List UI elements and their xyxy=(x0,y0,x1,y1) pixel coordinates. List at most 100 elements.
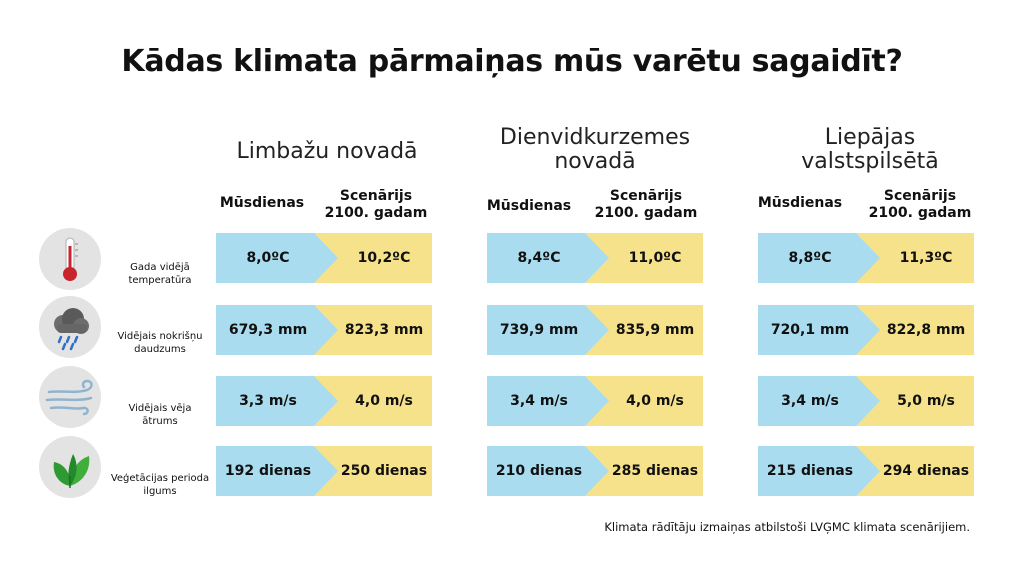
value-pair-shapes xyxy=(487,376,703,426)
future-value-bg xyxy=(583,305,703,355)
value-pair-shapes xyxy=(758,446,974,496)
future-value: 10,2ºC xyxy=(357,250,411,266)
future-value: 294 dienas xyxy=(882,463,970,479)
value-pair-shapes xyxy=(216,233,432,283)
future-value-bg xyxy=(583,376,703,426)
col-head-future-line2: 2100. gadam xyxy=(594,205,698,221)
col-head-current: Mūsdienas xyxy=(486,198,572,214)
value-pair-liepaja-precipitation: 720,1 mm 822,8 mm xyxy=(758,305,974,355)
value-pair-dienvidkurzeme-wind: 3,4 m/s 4,0 m/s xyxy=(487,376,703,426)
value-pair-limbazi-temperature: 8,0ºC 10,2ºC xyxy=(216,233,432,283)
region-title-line1: Limbažu novadā xyxy=(236,139,418,164)
future-value-bg xyxy=(854,233,974,283)
col-head-future: Scenārijs 2100. gadam xyxy=(860,188,980,222)
future-value: 250 dienas xyxy=(340,463,428,479)
future-value-bg xyxy=(854,305,974,355)
current-value: 8,4ºC xyxy=(517,250,561,266)
value-pair-shapes xyxy=(758,233,974,283)
region-title-line2: novadā xyxy=(554,149,636,174)
future-value: 4,0 m/s xyxy=(355,393,413,409)
future-value: 823,3 mm xyxy=(344,322,424,338)
current-value-bg xyxy=(216,446,338,496)
value-pair-shapes xyxy=(487,305,703,355)
col-head-future: Scenārijs 2100. gadam xyxy=(586,188,706,222)
current-value: 720,1 mm xyxy=(770,322,850,338)
current-value-bg xyxy=(487,305,609,355)
future-value: 835,9 mm xyxy=(615,322,695,338)
value-pair-liepaja-wind: 3,4 m/s 5,0 m/s xyxy=(758,376,974,426)
future-value: 822,8 mm xyxy=(886,322,966,338)
value-pair-shapes xyxy=(487,233,703,283)
thermometer-icon xyxy=(39,228,101,290)
current-value: 3,4 m/s xyxy=(781,393,839,409)
value-pair-dienvidkurzeme-vegetation: 210 dienas 285 dienas xyxy=(487,446,703,496)
current-value-bg xyxy=(758,446,880,496)
value-pair-shapes xyxy=(216,376,432,426)
col-head-future-line1: Scenārijs xyxy=(609,188,683,204)
current-value: 192 dienas xyxy=(224,463,312,479)
row-label-wind: Vidējais vēja ātrums xyxy=(104,402,216,428)
col-head-future-line1: Scenārijs xyxy=(883,188,957,204)
current-value-bg xyxy=(758,376,880,426)
region-title-limbazi: Limbažu novadā xyxy=(212,140,442,164)
current-value: 8,0ºC xyxy=(246,250,290,266)
row-label-line1: Vidējais vēja xyxy=(128,403,192,414)
current-value-bg xyxy=(216,376,338,426)
wind-icon xyxy=(39,366,101,428)
current-value: 8,8ºC xyxy=(788,250,832,266)
future-value-bg xyxy=(312,233,432,283)
future-value-bg xyxy=(312,305,432,355)
future-value: 11,0ºC xyxy=(628,250,682,266)
current-value: 739,9 mm xyxy=(499,322,579,338)
future-value-bg xyxy=(312,376,432,426)
current-value: 679,3 mm xyxy=(228,322,308,338)
value-pair-dienvidkurzeme-precipitation: 739,9 mm 835,9 mm xyxy=(487,305,703,355)
future-value: 285 dienas xyxy=(611,463,699,479)
future-value: 4,0 m/s xyxy=(626,393,684,409)
value-pair-shapes xyxy=(216,446,432,496)
value-pair-limbazi-precipitation: 679,3 mm 823,3 mm xyxy=(216,305,432,355)
current-value: 215 dienas xyxy=(766,463,854,479)
col-head-current: Mūsdienas xyxy=(219,195,305,211)
value-pair-limbazi-wind: 3,3 m/s 4,0 m/s xyxy=(216,376,432,426)
current-value-bg xyxy=(487,376,609,426)
value-pair-shapes xyxy=(487,446,703,496)
current-value: 210 dienas xyxy=(495,463,583,479)
col-head-future-line2: 2100. gadam xyxy=(324,205,428,221)
region-title-liepaja: Liepājas valstspilsētā xyxy=(755,126,985,174)
current-value-bg xyxy=(487,233,609,283)
current-value-bg xyxy=(758,305,880,355)
region-title-dienvidkurzeme: Dienvidkurzemes novadā xyxy=(480,126,710,174)
region-title-line1: Dienvidkurzemes xyxy=(499,125,691,150)
page-title: Kādas klimata pārmaiņas mūs varētu sagai… xyxy=(121,44,903,79)
row-label-temperature: Gada vidējā temperatūra xyxy=(104,261,216,287)
value-pair-dienvidkurzeme-temperature: 8,4ºC 11,0ºC xyxy=(487,233,703,283)
row-label-vegetation: Veģetācijas perioda ilgums xyxy=(104,472,216,498)
value-pair-liepaja-vegetation: 215 dienas 294 dienas xyxy=(758,446,974,496)
row-label-line2: daudzums xyxy=(134,344,186,355)
leaves-icon xyxy=(39,436,101,498)
row-label-line2: ilgums xyxy=(143,486,177,497)
row-label-precipitation: Vidējais nokrišņu daudzums xyxy=(104,330,216,356)
future-value-bg xyxy=(854,446,974,496)
col-head-future: Scenārijs 2100. gadam xyxy=(316,188,436,222)
rain-cloud-icon xyxy=(39,296,101,358)
value-pair-shapes xyxy=(216,305,432,355)
value-pair-limbazi-vegetation: 192 dienas 250 dienas xyxy=(216,446,432,496)
current-value: 3,3 m/s xyxy=(239,393,297,409)
row-label-line1: Gada vidējā xyxy=(130,262,190,273)
future-value-bg xyxy=(583,446,703,496)
current-value: 3,4 m/s xyxy=(510,393,568,409)
row-label-line2: ātrums xyxy=(142,416,178,427)
col-head-current: Mūsdienas xyxy=(757,195,843,211)
value-pair-shapes xyxy=(758,305,974,355)
future-value: 5,0 m/s xyxy=(897,393,955,409)
value-pair-shapes xyxy=(758,376,974,426)
current-value-bg xyxy=(487,446,609,496)
current-value-bg xyxy=(216,233,338,283)
region-title-line1: Liepājas xyxy=(824,125,916,150)
row-label-line1: Vidējais nokrišņu xyxy=(117,331,203,342)
row-label-line1: Veģetācijas perioda xyxy=(110,473,210,484)
future-value-bg xyxy=(312,446,432,496)
footnote: Klimata rādītāju izmaiņas atbilstoši LVĢ… xyxy=(604,520,970,534)
